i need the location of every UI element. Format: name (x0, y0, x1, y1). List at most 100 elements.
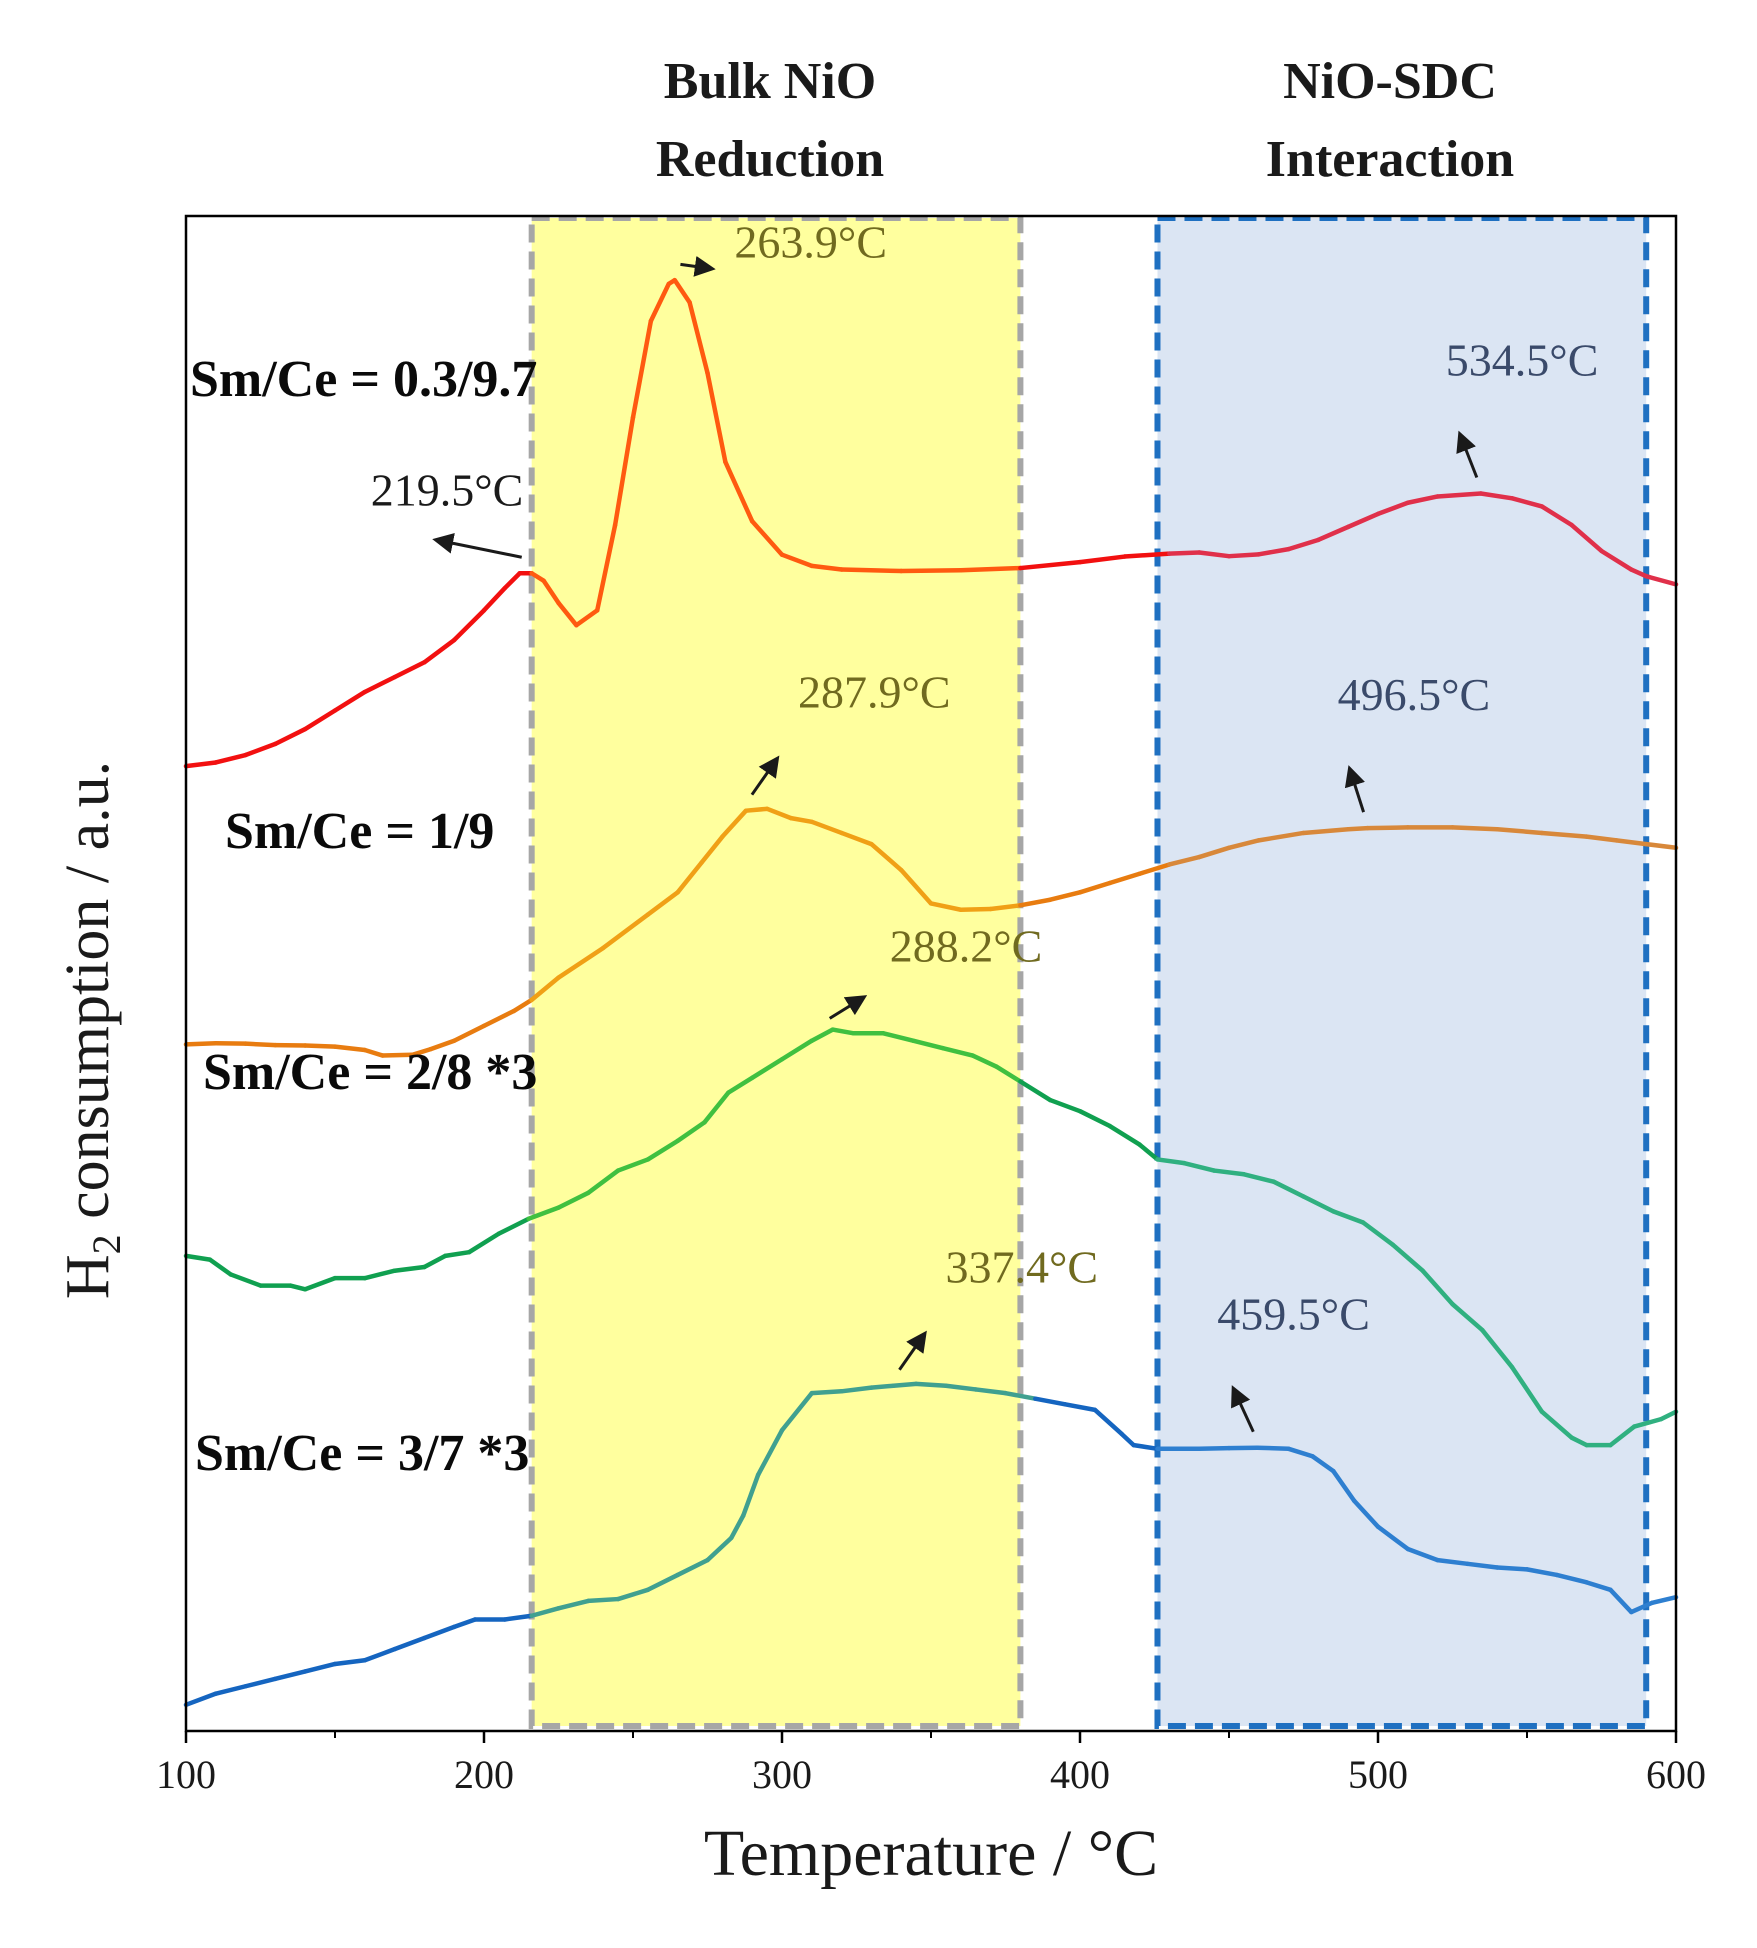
series-0-segment (594, 522, 618, 613)
highlight-regions (528, 215, 1650, 1729)
x-axis-label: Temperature / °C (704, 1817, 1158, 1890)
series-2-segment (496, 1216, 531, 1236)
series-1-segment (869, 841, 904, 873)
series-3-segment (1524, 1567, 1560, 1578)
series-3-segment (891, 1381, 919, 1388)
series-2-segment (615, 1157, 651, 1173)
series-1-segment (928, 901, 964, 912)
series-2-segment (1509, 1364, 1545, 1414)
series-1-segment (1137, 862, 1172, 877)
region-title-sdc-line1: NiO-SDC (1283, 53, 1497, 110)
series-0-segment (1599, 548, 1634, 572)
series-2-segment (702, 1090, 731, 1125)
annotation-label-2: 534.5°C (1446, 334, 1599, 385)
series-3-segment (451, 1617, 478, 1630)
annotation-arrow-3 (750, 755, 780, 796)
annotation-arrow-2 (1456, 430, 1479, 479)
series-0-segment (1539, 504, 1574, 528)
series-1 (183, 806, 1679, 1058)
series-3-segment (741, 1472, 761, 1518)
series-2-segment (228, 1272, 263, 1288)
series-0-segment (392, 660, 427, 680)
series-0-segment (839, 567, 904, 574)
x-tick-label: 100 (156, 1752, 216, 1797)
series-0-segment (1509, 496, 1545, 509)
series-3-segment (1494, 1565, 1530, 1572)
series-2-segment (526, 1205, 561, 1222)
series-3-segment (913, 1381, 949, 1388)
series-0-segment (1629, 567, 1649, 579)
series-3-segment (586, 1596, 621, 1604)
x-tick-label: 300 (752, 1752, 812, 1797)
series-1-segment (1584, 834, 1619, 843)
annotation-arrow-4 (1344, 765, 1365, 813)
series-3-segment (1310, 1453, 1336, 1474)
series-1-segment (511, 997, 534, 1014)
region-title-bulk-line2: Reduction (656, 131, 884, 188)
annotation-label-7: 459.5°C (1217, 1289, 1370, 1340)
series-3-segment (183, 1691, 219, 1708)
series-2-segment (1390, 1242, 1425, 1273)
series-2-segment (1077, 1108, 1113, 1129)
series-2-segment (1608, 1424, 1637, 1448)
series-3-segment (1033, 1396, 1068, 1407)
series-3-segment (1255, 1445, 1291, 1452)
series-3-segment (1629, 1600, 1655, 1615)
series-1-segment (809, 819, 844, 836)
series-2-segment (881, 1031, 916, 1043)
series-3-segment (1062, 1402, 1098, 1413)
series-2-segment (288, 1283, 308, 1292)
series-3-segment (1196, 1445, 1232, 1452)
series-0-segment (749, 519, 785, 557)
series-0-segment (630, 318, 654, 420)
series-0-segment (273, 726, 308, 747)
series-0-segment (1435, 491, 1484, 499)
annotation-label-4: 496.5°C (1338, 669, 1491, 720)
series-0-segment (612, 415, 636, 528)
series-label-1: Sm/Ce = 1/9 (225, 803, 494, 860)
series-2-segment (1658, 1409, 1679, 1422)
series-1-segment (428, 1038, 457, 1052)
region-nio-sdc (1154, 215, 1650, 1729)
series-2-segment (970, 1053, 999, 1069)
series-layer (183, 277, 1679, 1708)
series-2-segment (556, 1190, 591, 1210)
series-1-segment (898, 867, 934, 906)
series-0-segment (556, 600, 579, 628)
series-0-segment (574, 608, 600, 628)
series-2-segment (1271, 1179, 1306, 1199)
series-2-segment (392, 1264, 427, 1273)
series-3-segment (615, 1587, 651, 1602)
series-2-segment (1211, 1168, 1247, 1177)
series-1-segment (743, 806, 770, 813)
series-0-segment (648, 281, 672, 324)
series-0-segment (1405, 494, 1440, 506)
series-3-segment (1405, 1546, 1440, 1563)
series-label-3: Sm/Ce = 3/7 *3 (195, 1425, 529, 1482)
series-1-segment (1301, 826, 1351, 836)
series-0-segment (1316, 524, 1351, 543)
series-0-segment (1196, 550, 1232, 559)
series-0 (183, 277, 1679, 769)
y-axis-label-main: H (54, 1254, 122, 1299)
series-3-segment (1003, 1390, 1038, 1401)
annotation-arrow-7 (1231, 1385, 1255, 1433)
series-1-segment (243, 1041, 278, 1048)
series-0-segment (422, 637, 457, 665)
series-0-segment (687, 300, 710, 376)
series-2-segment (1137, 1142, 1160, 1162)
x-axis-ticks: 100 200 300 400 500 600 (156, 1731, 1706, 1797)
series-1-segment (1450, 825, 1500, 832)
series-2-segment (675, 1120, 707, 1144)
series-2-segment (207, 1257, 233, 1277)
series-3-segment (705, 1535, 734, 1563)
series-3-segment (302, 1661, 338, 1674)
series-3-segment (645, 1572, 680, 1593)
series-label-0: Sm/Ce = 0.3/9.7 (190, 351, 537, 408)
series-1-segment (764, 806, 794, 821)
series-3-segment (779, 1390, 815, 1433)
series-3-segment (809, 1389, 844, 1396)
y-axis-label-rest: consumption / a.u. (54, 761, 122, 1235)
series-3-segment (675, 1557, 710, 1578)
series-0-segment (1077, 554, 1127, 565)
